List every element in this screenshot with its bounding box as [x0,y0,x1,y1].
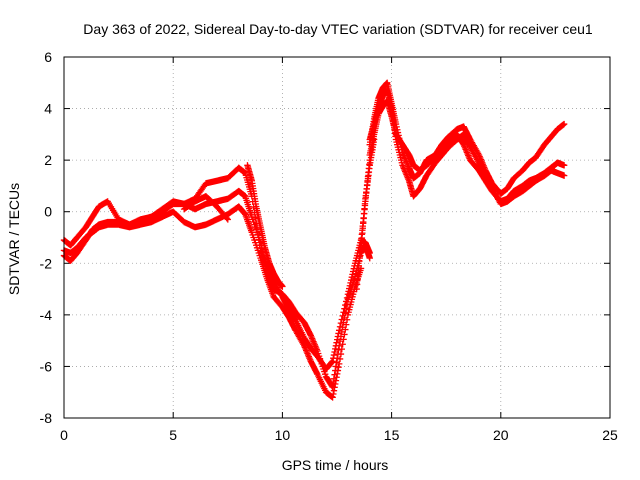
data-series [353,156,373,293]
x-tick-label: 20 [493,427,509,443]
data-point [366,87,568,208]
y-tick-label: -2 [40,255,53,271]
data-points [60,79,568,401]
y-tick-label: 4 [44,101,52,117]
data-series [60,203,365,401]
plot-frame [63,56,611,419]
data-point [180,193,231,223]
chart-title: Day 363 of 2022, Sidereal Day-to-day VTE… [83,21,593,37]
y-tick-label: -6 [40,358,53,374]
x-axis-title: GPS time / hours [282,457,389,473]
x-tick-label: 5 [169,427,177,443]
y-tick-label: 6 [44,49,52,65]
data-point [60,164,373,373]
data-series [180,193,231,223]
y-tick-label: -8 [40,410,53,426]
y-axis-title: SDTVAR / TECUs [6,183,22,295]
data-point [244,162,286,290]
y-tick-label: -4 [40,307,53,323]
y-tick-label: 0 [44,204,52,220]
data-series [60,164,373,373]
data-series [366,87,568,208]
x-tick-label: 15 [384,427,400,443]
data-series [244,162,286,290]
x-tick-label: 10 [275,427,291,443]
x-tick-label: 25 [602,427,618,443]
data-point [353,156,373,293]
y-tick-label: 2 [44,152,52,168]
x-tick-label: 0 [60,427,68,443]
data-point [60,203,365,401]
